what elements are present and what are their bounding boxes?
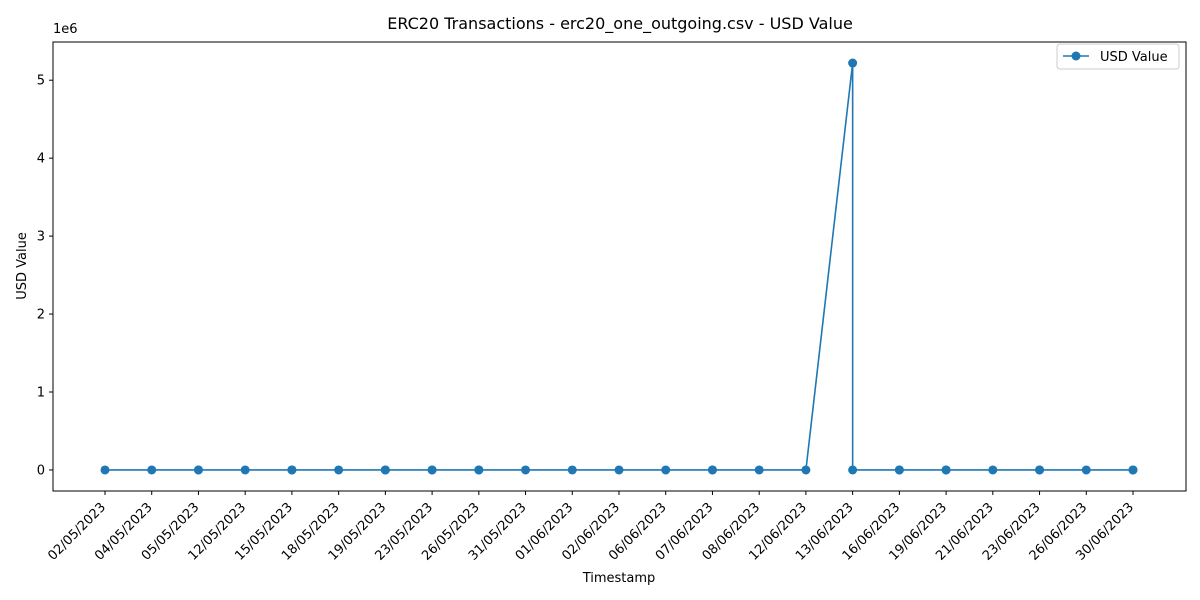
series-layer	[100, 58, 1138, 475]
series-line-usd-value	[105, 62, 1133, 471]
data-point	[614, 465, 624, 475]
chart-title: ERC20 Transactions - erc20_one_outgoing.…	[387, 14, 853, 34]
data-point	[287, 465, 297, 475]
data-point	[147, 465, 157, 475]
data-point	[1081, 465, 1091, 475]
data-point	[848, 465, 858, 475]
legend-box	[1056, 43, 1180, 70]
data-point	[848, 58, 858, 68]
y-tick-label: 1	[37, 386, 45, 401]
x-axis-label: Timestamp	[582, 571, 656, 586]
data-point	[988, 465, 998, 475]
y-tick-label: 5	[37, 74, 45, 89]
y-tick-label: 0	[37, 463, 45, 478]
data-point	[1035, 465, 1045, 475]
data-point	[894, 465, 904, 475]
data-point	[707, 465, 717, 475]
y-tick-label: 3	[37, 230, 45, 245]
data-point	[754, 465, 764, 475]
y-tick-label: 4	[37, 152, 45, 167]
data-point	[521, 465, 531, 475]
data-point	[427, 465, 437, 475]
legend-label-usd-value: USD Value	[1100, 50, 1168, 65]
data-point	[1128, 465, 1138, 475]
y-tick-label: 2	[37, 308, 45, 323]
legend-marker-usd-value	[1071, 51, 1081, 61]
data-point	[801, 465, 811, 475]
data-point	[661, 465, 671, 475]
data-point	[380, 465, 390, 475]
data-point	[193, 465, 203, 475]
data-point	[100, 465, 110, 475]
data-point	[474, 465, 484, 475]
data-point	[240, 465, 250, 475]
y-offset-label: 1e6	[53, 22, 78, 37]
data-point	[334, 465, 344, 475]
legend: USD Value	[1056, 43, 1180, 70]
y-axis-label: USD Value	[15, 232, 30, 300]
data-point	[567, 465, 577, 475]
x-axis-ticks: 02/05/202304/05/202305/05/202312/05/2023…	[45, 491, 1137, 564]
y-axis-ticks: 0 1 2 3 4 5	[37, 74, 53, 478]
plot-area-frame	[52, 41, 1187, 492]
data-point	[941, 465, 951, 475]
